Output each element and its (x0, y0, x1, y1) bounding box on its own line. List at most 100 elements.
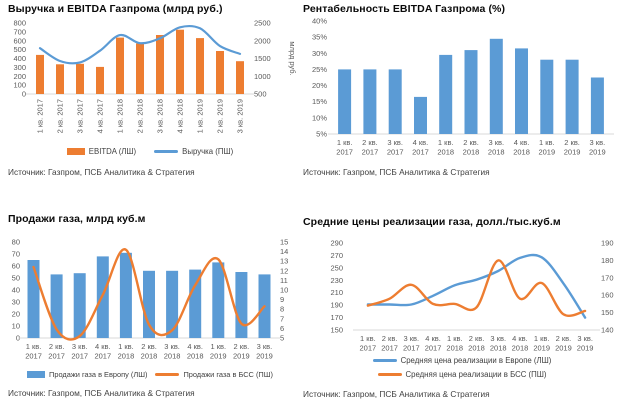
x-label-quarter: 3 кв. (404, 334, 420, 343)
line-series-0 (366, 253, 587, 319)
axis-tick-label: 6 (280, 324, 284, 333)
legend-label: Продажи газа в БСС (ПШ) (183, 370, 273, 379)
axis-tick-label: 12 (280, 266, 288, 275)
axis-tick-label: 0 (22, 90, 26, 99)
x-label-quarter: 1 кв. (438, 138, 454, 147)
x-label-year: 2019 (233, 352, 250, 361)
legend-line-swatch (154, 150, 179, 153)
axis-tick-label: 0 (16, 334, 20, 343)
bar-series-0 (27, 252, 271, 338)
x-label: 1 кв. 2019 (196, 99, 205, 133)
x-label-quarter: 1 кв. (539, 138, 555, 147)
axis-tick-label: 40% (312, 17, 327, 26)
axis-tick-label: 50 (12, 274, 20, 283)
axis-tick-label: 80 (12, 238, 20, 247)
x-label-quarter: 4 кв. (514, 138, 530, 147)
panel-ebitda-margin: Рентабельность EBITDA Газпрома (%) 40% 35… (300, 0, 624, 200)
axis-tick-label: 10 (280, 286, 288, 295)
axis-tick-label: 190 (330, 301, 343, 310)
axis-tick-label: 15 (280, 238, 288, 247)
source-note: Источник: Газпром, ПСБ Аналитика & Страт… (8, 167, 195, 177)
panel-gas-sales: Продажи газа, млрд куб.м 80 70 60 50 40 30 20 1… (0, 200, 300, 401)
x-label-year: 2017 (381, 344, 398, 353)
source-note: Источник: Газпром, ПСБ Аналитика & Страт… (8, 388, 195, 398)
legend-line-swatch (377, 373, 402, 376)
axis-tick-label: 60 (12, 262, 20, 271)
legend-item-1: Продажи газа в БСС (ПШ) (155, 370, 273, 379)
axis-tick-label: 1000 (254, 72, 271, 81)
x-label-year: 2017 (387, 148, 404, 157)
x-label-year: 2019 (256, 352, 273, 361)
x-label-year: 2017 (25, 352, 42, 361)
x-label-year: 2017 (71, 352, 88, 361)
chart-title-ebitda-margin: Рентабельность EBITDA Газпрома (%) (303, 3, 506, 15)
x-label-quarter: 3 кв. (72, 342, 88, 351)
axis-tick-label: 1500 (254, 54, 271, 63)
x-label-quarter: 1 кв. (447, 334, 463, 343)
legend-label: Продажи газа в Европу (ЛШ) (49, 370, 148, 379)
x-label-quarter: 3 кв. (387, 138, 403, 147)
axis-tick-label: 150 (330, 326, 343, 335)
axis-tick-label: 8 (280, 305, 284, 314)
panel-revenue-ebitda: Выручка и EBITDA Газпрома (млрд руб.) 80… (0, 0, 300, 200)
bar (515, 48, 528, 134)
legend-label: EBITDA (ЛШ) (88, 147, 137, 156)
bar (116, 37, 124, 94)
axis-tick-label: 140 (601, 326, 614, 335)
legend-item-0: Средняя цена реализации в Европе (ЛШ) (372, 356, 552, 365)
x-label-quarter: 4 кв. (187, 342, 203, 351)
x-label-year: 2018 (513, 148, 530, 157)
x-label-quarter: 3 кв. (490, 334, 506, 343)
x-label: 1 кв. 2018 (116, 99, 125, 133)
bar (196, 38, 204, 94)
bar (439, 54, 453, 134)
x-label-quarter: 3 кв. (590, 138, 606, 147)
source-note: Источник: Газпром, ПСБ Аналитика & Страт… (303, 389, 490, 399)
x-label-year: 2017 (94, 352, 111, 361)
x-label-year: 2017 (336, 148, 353, 157)
revenue-ebitda-chart: 8007006005004003002001000250020001500100… (13, 19, 297, 134)
axis-tick-label: 400 (13, 54, 26, 63)
axis-tick-label: 190 (601, 239, 614, 248)
x-label-quarter: 4 кв. (425, 334, 441, 343)
x-label-year: 2017 (403, 344, 420, 353)
axis-tick-label: 800 (13, 19, 26, 28)
x-label-quarter: 1 кв. (337, 138, 353, 147)
bar-series-0 (36, 29, 244, 95)
bar (136, 43, 144, 94)
bar (565, 59, 579, 135)
x-label: 3 кв. 2019 (236, 99, 245, 133)
x-label-quarter: 4 кв. (413, 138, 429, 147)
legend-item-0: Продажи газа в Европу (ЛШ) (27, 370, 147, 379)
bar (96, 66, 104, 94)
legend-bar-swatch (66, 148, 85, 155)
axis-tick-label: 200 (13, 72, 26, 81)
axis-tick-label: 170 (330, 313, 343, 322)
x-label-year: 2017 (425, 344, 442, 353)
x-label: 3 кв. 2017 (76, 99, 85, 133)
x-label: 3 кв. 2018 (156, 99, 165, 133)
axis-tick-label: 270 (330, 251, 343, 260)
x-label: 2 кв. 2017 (56, 99, 65, 133)
legend-label: Средняя цена реализации в БСС (ПШ) (405, 370, 547, 379)
line-series-1 (32, 248, 266, 341)
bar (166, 270, 179, 338)
axis-tick-label: 150 (601, 308, 614, 317)
x-label-quarter: 1 кв. (26, 342, 42, 351)
line-series-1 (366, 259, 587, 318)
bar (27, 260, 40, 338)
x-label-year: 2019 (555, 344, 572, 353)
axis-tick-label: 10% (312, 113, 327, 122)
bar (56, 64, 64, 94)
x-label-year: 2017 (48, 352, 65, 361)
axis-tick-label: 40 (12, 286, 20, 295)
legend-label: Выручка (ПШ) (182, 147, 234, 156)
bar (388, 69, 402, 134)
axis-tick-label: 500 (13, 45, 26, 54)
bar (176, 29, 184, 95)
bar (143, 270, 155, 338)
legend-label: Средняя цена реализации в Европе (ЛШ) (400, 356, 552, 365)
bar (235, 272, 248, 338)
axis-tick-label: 70 (12, 250, 20, 259)
source-note: Источник: Газпром, ПСБ Аналитика & Страт… (303, 167, 490, 177)
